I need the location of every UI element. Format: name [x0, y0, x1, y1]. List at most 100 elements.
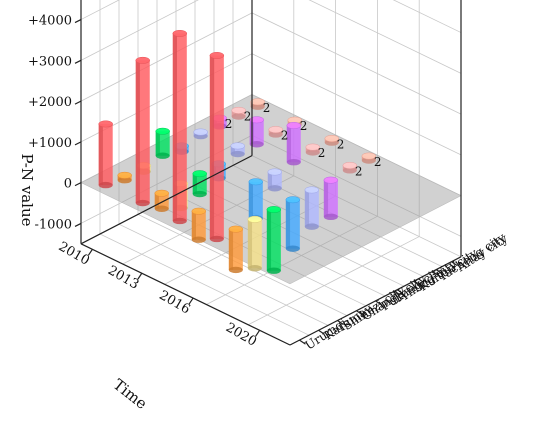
city-tick [337, 320, 344, 325]
bar-bottom [230, 150, 245, 158]
bar-top [249, 116, 264, 124]
z-axis-title: P-N value [18, 154, 36, 227]
bar [154, 189, 169, 212]
bar-bottom [304, 223, 319, 230]
time-tick [188, 297, 194, 305]
bar-bottom [305, 149, 320, 156]
bar [268, 126, 283, 138]
bar [304, 186, 320, 230]
grid-line [118, 223, 329, 326]
bar-top [342, 161, 358, 169]
bar-shade [305, 147, 310, 153]
bar-top [248, 178, 264, 186]
grid-line [308, 0, 462, 74]
bar-top [250, 98, 265, 106]
z-tick-label: 0 [64, 177, 72, 192]
bar-shade [98, 123, 103, 186]
time-tick-label: 2016 [156, 288, 192, 318]
z-tick-label: +4000 [28, 14, 72, 29]
city-tick [299, 339, 306, 345]
bar [117, 171, 132, 184]
time-axis-title: Time [110, 375, 151, 413]
bar-shade [304, 189, 310, 227]
bar-data-label: 2 [281, 129, 289, 143]
bar [267, 168, 283, 192]
bar [191, 207, 207, 243]
bar-data-label: 2 [263, 101, 271, 115]
bar-shade [135, 60, 140, 204]
bar-top [172, 29, 188, 37]
bar-bottom [266, 267, 281, 274]
bar-data-label: 2 [374, 155, 382, 169]
z-tick-label: +3000 [28, 54, 72, 69]
time-tick [87, 248, 93, 256]
bar-bottom [228, 266, 243, 274]
bar-top [361, 152, 377, 160]
z-tick [74, 141, 82, 146]
bar [172, 29, 188, 225]
grid-line [122, 175, 294, 265]
bar-bottom [323, 213, 338, 221]
bar [250, 98, 265, 110]
bar-bottom [285, 245, 300, 252]
grid-line [251, 12, 462, 115]
time-tick [255, 329, 261, 337]
time-tick-label: 2010 [56, 239, 92, 269]
bar-shade [155, 131, 160, 156]
bar-bottom [268, 131, 283, 138]
bar-top [231, 106, 246, 114]
bar [286, 122, 302, 166]
bar-top [285, 196, 301, 204]
bar-data-label: 2 [244, 109, 252, 123]
bar [98, 120, 113, 189]
z-tick [74, 182, 82, 187]
bar-data-label: 2 [225, 117, 233, 131]
bar-top [98, 120, 113, 128]
bar [209, 52, 225, 243]
bar-bottom [98, 181, 113, 189]
time-tick-label: 2020 [223, 320, 259, 350]
frame-edge [80, 155, 253, 245]
bar-top [192, 170, 207, 178]
grid-line [251, 53, 462, 156]
bar-data-label: 2 [300, 119, 308, 133]
grid-line [80, 12, 253, 102]
city-tick [451, 261, 458, 267]
bar [193, 128, 208, 140]
city-tick [413, 280, 420, 286]
bar-top [305, 143, 321, 151]
z-tick [74, 100, 82, 105]
bar-top [155, 127, 170, 135]
grid-line [99, 233, 310, 336]
bar [342, 161, 358, 174]
bar-shade [266, 209, 272, 271]
grid-line [251, 155, 462, 258]
bar-data-label: 2 [355, 164, 363, 178]
z-tick [74, 59, 82, 64]
bar-data-label: 2 [337, 138, 345, 152]
bar-shade [285, 199, 291, 249]
bar [231, 106, 246, 120]
bar-bottom [250, 103, 265, 110]
bar [361, 152, 377, 164]
grid-line [248, 236, 420, 326]
bar-shade [286, 125, 291, 163]
grid-line [206, 215, 378, 305]
bar-top [117, 171, 132, 179]
bar-top [193, 128, 208, 136]
bar [305, 143, 321, 156]
bar [323, 176, 339, 221]
z-tick [74, 222, 82, 227]
bar-body [230, 145, 245, 155]
time-tick-label: 2013 [105, 263, 141, 293]
bar-top [247, 215, 263, 223]
city-tick [375, 300, 382, 306]
bar [324, 135, 340, 146]
bar-bottom [249, 141, 264, 148]
bar-top [154, 189, 169, 197]
z-tick-label: +1000 [28, 136, 72, 151]
bar-top [135, 56, 150, 64]
bar-shade [247, 219, 253, 269]
bar-bottom [267, 185, 282, 192]
